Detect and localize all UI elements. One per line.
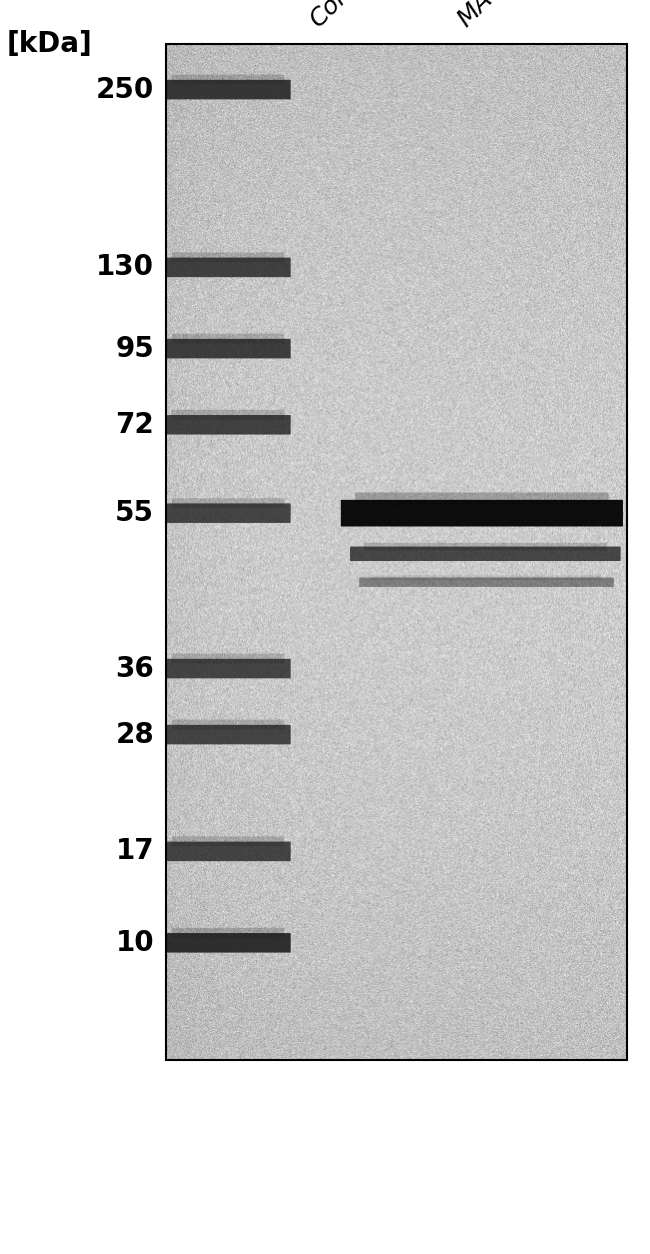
FancyBboxPatch shape [165, 415, 291, 435]
FancyBboxPatch shape [165, 725, 291, 745]
FancyBboxPatch shape [341, 500, 623, 527]
FancyBboxPatch shape [172, 252, 284, 262]
Bar [166, 44, 627, 1060]
FancyBboxPatch shape [172, 498, 284, 508]
FancyBboxPatch shape [172, 410, 284, 420]
Text: 250: 250 [96, 75, 154, 104]
FancyBboxPatch shape [172, 928, 284, 938]
FancyBboxPatch shape [172, 653, 284, 663]
FancyBboxPatch shape [172, 334, 284, 344]
Text: [kDa]: [kDa] [6, 30, 92, 58]
Text: 36: 36 [115, 655, 154, 682]
Text: 28: 28 [115, 721, 154, 749]
FancyBboxPatch shape [359, 578, 614, 587]
FancyBboxPatch shape [372, 576, 601, 581]
FancyBboxPatch shape [165, 503, 291, 523]
FancyBboxPatch shape [165, 80, 291, 99]
Text: 10: 10 [116, 929, 154, 957]
Text: 95: 95 [115, 335, 154, 362]
FancyBboxPatch shape [355, 493, 609, 505]
FancyBboxPatch shape [165, 841, 291, 861]
FancyBboxPatch shape [172, 836, 284, 846]
Text: MAGEB18: MAGEB18 [453, 0, 557, 31]
FancyBboxPatch shape [165, 658, 291, 678]
Text: 17: 17 [116, 838, 154, 865]
Text: 55: 55 [115, 499, 154, 527]
Text: 130: 130 [96, 253, 154, 281]
FancyBboxPatch shape [165, 257, 291, 277]
FancyBboxPatch shape [165, 933, 291, 953]
Text: Control: Control [306, 0, 387, 31]
FancyBboxPatch shape [165, 339, 291, 359]
FancyBboxPatch shape [350, 547, 621, 561]
FancyBboxPatch shape [172, 74, 284, 84]
FancyBboxPatch shape [363, 543, 607, 551]
Text: 72: 72 [115, 411, 154, 439]
FancyBboxPatch shape [172, 720, 284, 730]
